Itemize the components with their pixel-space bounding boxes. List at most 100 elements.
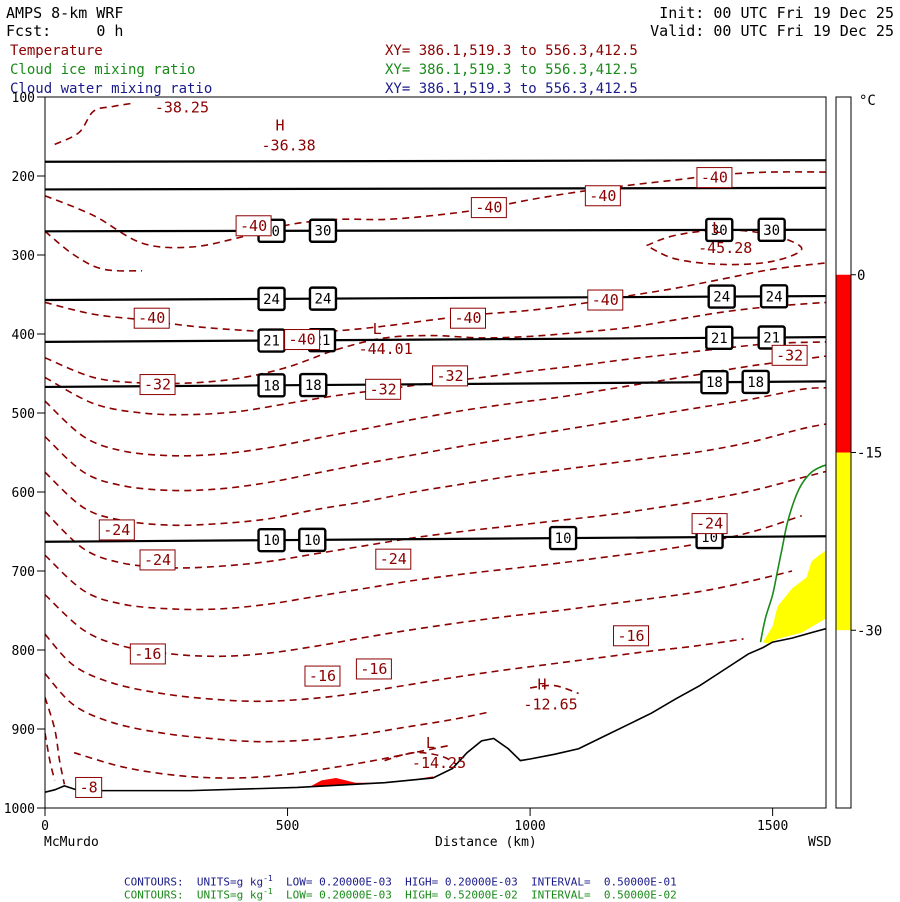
height-label: 24	[315, 292, 332, 308]
y-tick-label: 600	[12, 486, 35, 501]
fcst-label: Fcst:	[6, 22, 52, 40]
temperature-contour-16	[73, 744, 453, 779]
contour-label-box	[284, 329, 321, 351]
footer-line-water: CONTOURS: UNITS=g kg-1 LOW= 0.20000E-03 …	[124, 874, 677, 889]
x-tick-label: 1000	[514, 819, 545, 834]
height-line-3	[45, 294, 826, 302]
plot-frame	[44, 96, 827, 809]
extremum-marker: L	[426, 734, 435, 752]
height-label: 21	[263, 334, 280, 350]
height-line-4	[45, 336, 826, 343]
contour-label-box	[375, 548, 412, 570]
height-label: 10	[555, 531, 572, 547]
y-tick-label: 300	[12, 249, 35, 264]
y-tick-label: 800	[12, 644, 35, 659]
y-tick-label: 700	[12, 565, 35, 580]
extremum-marker: H	[276, 116, 285, 134]
field-temperature: Temperature	[10, 43, 103, 59]
fcst-value: 0 h	[96, 22, 124, 40]
cloud-ice-contours	[759, 464, 826, 643]
field-cloud-water: Cloud water mixing ratio	[10, 81, 213, 97]
temperature-contour-11	[45, 514, 802, 611]
temperature-contour-9	[45, 423, 826, 527]
init-time: Init: 00 UTC Fri 19 Dec 25	[659, 4, 894, 22]
contour-label: -40	[454, 309, 481, 327]
contour-label-box	[691, 513, 728, 535]
contour-label-box	[612, 625, 649, 647]
temperature-contour-12	[45, 570, 793, 658]
temperature-contour-15	[45, 673, 492, 743]
extremum-marker: L	[373, 320, 382, 338]
height-label: 24	[766, 289, 783, 305]
field-cloud-ice: Cloud ice mixing ratio	[10, 62, 196, 78]
height-label-box	[548, 525, 578, 551]
temperature-contour-2	[45, 230, 143, 272]
height-label: 30	[315, 224, 332, 240]
contour-label: -16	[360, 660, 387, 678]
colorbar: 0 -15 -30 °C	[835, 93, 882, 809]
temperature-contour-18	[45, 697, 66, 785]
colorbar-band-0	[836, 97, 851, 275]
height-label-box	[298, 527, 327, 553]
height-label-box	[705, 325, 734, 351]
height-label-box	[257, 373, 286, 398]
y-tick-label: 400	[12, 328, 35, 343]
contour-label: -32	[370, 380, 397, 398]
colorbar-band-2	[836, 452, 851, 631]
cloud-ice-contour	[759, 464, 826, 643]
xy-cloud-water: XY= 386.1,519.3 to 556.3,412.5	[385, 81, 638, 97]
extremum-value: -44.01	[359, 340, 413, 358]
height-label: 30	[763, 223, 780, 239]
height-label-box	[257, 286, 286, 312]
forecast-label: Fcst: 0 h	[6, 22, 123, 40]
contour-label: -24	[144, 551, 171, 569]
height-label: 24	[263, 292, 280, 308]
x-endpoint-left: McMurdo	[44, 835, 99, 850]
temperature-contour-1	[45, 171, 826, 249]
colorbar-tick-label: -15	[857, 446, 882, 462]
height-label: 10	[263, 533, 280, 549]
height-label-box	[759, 284, 789, 309]
valid-time: Valid: 00 UTC Fri 19 Dec 25	[650, 22, 894, 40]
extremum-value: -12.65	[523, 696, 577, 714]
contour-labels: -40-40-40-40-40-40 -40-40-32-32 -32-32-24-…	[75, 98, 808, 798]
y-tick-label: 200	[12, 170, 35, 185]
contour-label: -24	[103, 521, 130, 539]
contour-label: -40	[592, 291, 619, 309]
contour-label-box	[139, 549, 176, 571]
contour-label: -32	[144, 376, 171, 394]
x-endpoint-right: WSD	[808, 835, 832, 850]
footer-line-ice: CONTOURS: UNITS=g kg-1 LOW= 0.20000E-03 …	[124, 887, 677, 902]
height-line-1	[45, 186, 826, 191]
y-tick-label: 100	[12, 91, 35, 106]
contour-label-box	[432, 365, 469, 387]
contour-label: -40	[701, 169, 728, 187]
xy-cloud-ice: XY= 386.1,519.3 to 556.3,412.5	[385, 62, 638, 78]
contour-label-box	[587, 289, 624, 311]
temperature-contour-4	[646, 228, 803, 266]
x-tick-label: 0	[41, 819, 49, 834]
contour-label-box	[75, 776, 103, 798]
contour-label-box	[304, 665, 341, 687]
terrain-fill	[45, 628, 826, 808]
contour-label-box	[139, 374, 176, 396]
contour-label-box	[235, 215, 272, 237]
temperature-contour-17	[384, 751, 463, 770]
y-tick-label: 900	[12, 723, 35, 738]
extremum-marker: L	[712, 219, 721, 237]
height-label-box	[257, 527, 286, 553]
height-label-box	[757, 217, 786, 243]
height-label: 21	[711, 331, 728, 347]
contour-label: -32	[776, 346, 803, 364]
height-label: 18	[305, 378, 322, 394]
x-tick-label: 1500	[757, 819, 788, 834]
contour-label: -24	[380, 550, 407, 568]
contour-label-box	[771, 344, 808, 366]
contour-label-box	[450, 307, 487, 329]
contour-label: -16	[617, 627, 644, 645]
contour-label-box	[133, 307, 170, 329]
terrain-line	[45, 627, 826, 793]
contour-label: -8	[80, 778, 98, 796]
contour-label: -24	[696, 515, 723, 533]
axes: 100 200 300 400 500 600 700 800 900 1000 0 500 1000 1…	[4, 91, 789, 834]
